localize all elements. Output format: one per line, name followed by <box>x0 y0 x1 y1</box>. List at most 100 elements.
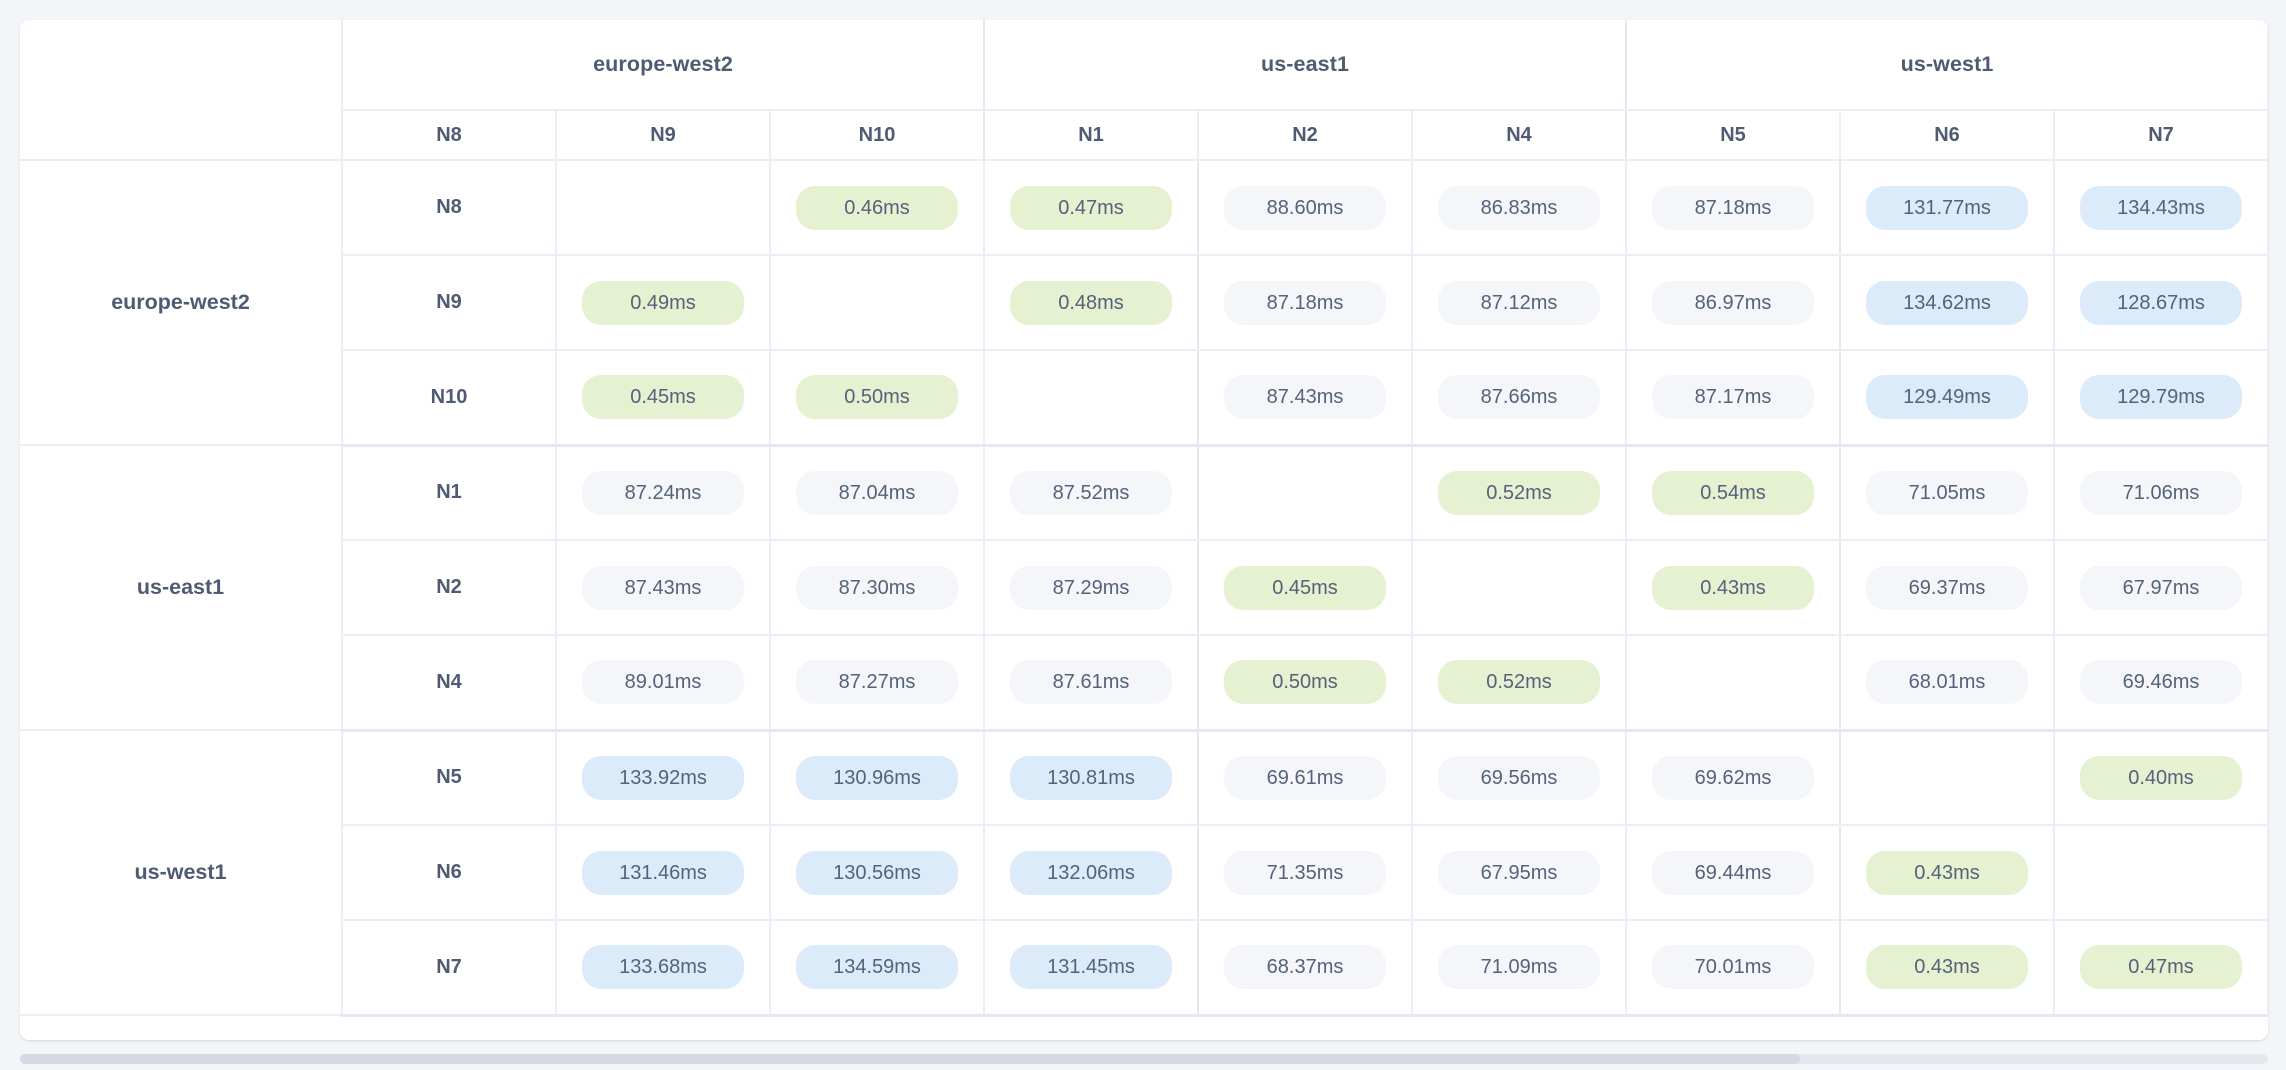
latency-cell[interactable]: 87.18ms <box>1198 255 1413 351</box>
column-head-n6[interactable]: N6 <box>1840 110 2055 161</box>
latency-cell[interactable]: 87.18ms <box>1626 160 1841 256</box>
latency-cell[interactable] <box>1198 445 1413 541</box>
latency-cell[interactable]: 134.43ms <box>2054 160 2268 256</box>
latency-cell[interactable]: 133.68ms <box>556 920 771 1017</box>
latency-cell[interactable]: 71.09ms <box>1412 920 1627 1017</box>
latency-cell[interactable]: 86.97ms <box>1626 255 1841 351</box>
latency-pill: 128.67ms <box>2080 280 2243 325</box>
latency-cell[interactable]: 68.37ms <box>1198 920 1413 1017</box>
latency-pill: 71.35ms <box>1224 850 1386 895</box>
latency-cell[interactable] <box>770 255 985 351</box>
latency-cell[interactable]: 69.62ms <box>1626 730 1841 826</box>
latency-cell[interactable]: 89.01ms <box>556 635 771 732</box>
latency-cell[interactable]: 67.97ms <box>2054 540 2268 636</box>
latency-cell[interactable]: 0.48ms <box>984 255 1199 351</box>
latency-pill: 0.43ms <box>1866 850 2028 895</box>
latency-cell[interactable] <box>1412 540 1627 636</box>
latency-cell[interactable] <box>1626 635 1841 732</box>
latency-cell[interactable]: 0.54ms <box>1626 445 1841 541</box>
latency-cell[interactable]: 69.61ms <box>1198 730 1413 826</box>
latency-cell[interactable]: 70.01ms <box>1626 920 1841 1017</box>
latency-cell[interactable]: 87.61ms <box>984 635 1199 732</box>
row-head-n8[interactable]: N8 <box>342 160 557 256</box>
column-head-n1[interactable]: N1 <box>984 110 1199 161</box>
latency-cell[interactable]: 87.30ms <box>770 540 985 636</box>
latency-cell[interactable]: 71.05ms <box>1840 445 2055 541</box>
latency-cell[interactable]: 0.43ms <box>1840 825 2055 921</box>
row-group-us-east1: us-east1 <box>20 445 343 731</box>
latency-cell[interactable]: 88.60ms <box>1198 160 1413 256</box>
column-head-n4[interactable]: N4 <box>1412 110 1627 161</box>
horizontal-scrollbar-track[interactable] <box>20 1054 2268 1064</box>
latency-cell[interactable]: 86.83ms <box>1412 160 1627 256</box>
latency-cell[interactable]: 134.59ms <box>770 920 985 1017</box>
latency-cell[interactable]: 0.43ms <box>1626 540 1841 636</box>
row-head-n10[interactable]: N10 <box>342 350 557 447</box>
latency-cell[interactable]: 128.67ms <box>2054 255 2268 351</box>
row-head-n5[interactable]: N5 <box>342 730 557 826</box>
latency-cell[interactable]: 0.50ms <box>770 350 985 447</box>
row-head-n4[interactable]: N4 <box>342 635 557 732</box>
latency-cell[interactable]: 0.47ms <box>984 160 1199 256</box>
latency-cell[interactable]: 0.52ms <box>1412 445 1627 541</box>
latency-cell[interactable]: 0.47ms <box>2054 920 2268 1017</box>
latency-cell[interactable]: 87.04ms <box>770 445 985 541</box>
column-head-n8[interactable]: N8 <box>342 110 557 161</box>
column-head-n5[interactable]: N5 <box>1626 110 1841 161</box>
latency-cell[interactable]: 87.66ms <box>1412 350 1627 447</box>
latency-pill: 87.30ms <box>796 565 958 610</box>
latency-cell[interactable]: 130.56ms <box>770 825 985 921</box>
latency-cell[interactable]: 67.95ms <box>1412 825 1627 921</box>
latency-cell[interactable] <box>984 350 1199 447</box>
latency-cell[interactable] <box>1840 730 2055 826</box>
latency-cell[interactable]: 131.46ms <box>556 825 771 921</box>
latency-pill: 0.43ms <box>1866 945 2028 990</box>
latency-cell[interactable]: 0.52ms <box>1412 635 1627 732</box>
latency-cell[interactable]: 0.46ms <box>770 160 985 256</box>
row-head-n1[interactable]: N1 <box>342 445 557 541</box>
latency-cell[interactable]: 0.45ms <box>1198 540 1413 636</box>
latency-cell[interactable]: 87.43ms <box>556 540 771 636</box>
latency-cell[interactable]: 129.49ms <box>1840 350 2055 447</box>
latency-cell[interactable]: 69.37ms <box>1840 540 2055 636</box>
latency-cell[interactable]: 69.56ms <box>1412 730 1627 826</box>
latency-cell[interactable]: 0.40ms <box>2054 730 2268 826</box>
latency-cell[interactable]: 87.24ms <box>556 445 771 541</box>
latency-cell[interactable]: 69.44ms <box>1626 825 1841 921</box>
latency-cell[interactable] <box>556 160 771 256</box>
row-head-n7[interactable]: N7 <box>342 920 557 1017</box>
latency-cell[interactable]: 87.52ms <box>984 445 1199 541</box>
latency-cell[interactable]: 130.96ms <box>770 730 985 826</box>
latency-cell[interactable] <box>2054 825 2268 921</box>
latency-cell[interactable]: 129.79ms <box>2054 350 2268 447</box>
latency-cell[interactable]: 134.62ms <box>1840 255 2055 351</box>
row-head-n9[interactable]: N9 <box>342 255 557 351</box>
latency-cell[interactable]: 131.45ms <box>984 920 1199 1017</box>
latency-cell[interactable]: 130.81ms <box>984 730 1199 826</box>
latency-cell[interactable]: 0.49ms <box>556 255 771 351</box>
horizontal-scrollbar-thumb[interactable] <box>20 1054 1800 1064</box>
latency-pill: 0.43ms <box>1652 565 1814 610</box>
latency-cell[interactable]: 132.06ms <box>984 825 1199 921</box>
latency-cell[interactable]: 71.35ms <box>1198 825 1413 921</box>
latency-cell[interactable]: 87.43ms <box>1198 350 1413 447</box>
latency-cell[interactable]: 69.46ms <box>2054 635 2268 732</box>
latency-cell[interactable]: 0.50ms <box>1198 635 1413 732</box>
row-head-n6[interactable]: N6 <box>342 825 557 921</box>
column-head-n10[interactable]: N10 <box>770 110 985 161</box>
column-head-n7[interactable]: N7 <box>2054 110 2268 161</box>
latency-cell[interactable]: 131.77ms <box>1840 160 2055 256</box>
column-head-n2[interactable]: N2 <box>1198 110 1413 161</box>
row-head-n2[interactable]: N2 <box>342 540 557 636</box>
latency-cell[interactable]: 0.45ms <box>556 350 771 447</box>
latency-cell[interactable]: 68.01ms <box>1840 635 2055 732</box>
latency-pill: 131.77ms <box>1866 185 2028 230</box>
latency-cell[interactable]: 71.06ms <box>2054 445 2268 541</box>
latency-cell[interactable]: 133.92ms <box>556 730 771 826</box>
column-head-n9[interactable]: N9 <box>556 110 771 161</box>
latency-cell[interactable]: 87.27ms <box>770 635 985 732</box>
latency-cell[interactable]: 87.17ms <box>1626 350 1841 447</box>
latency-cell[interactable]: 87.29ms <box>984 540 1199 636</box>
latency-cell[interactable]: 0.43ms <box>1840 920 2055 1017</box>
latency-cell[interactable]: 87.12ms <box>1412 255 1627 351</box>
